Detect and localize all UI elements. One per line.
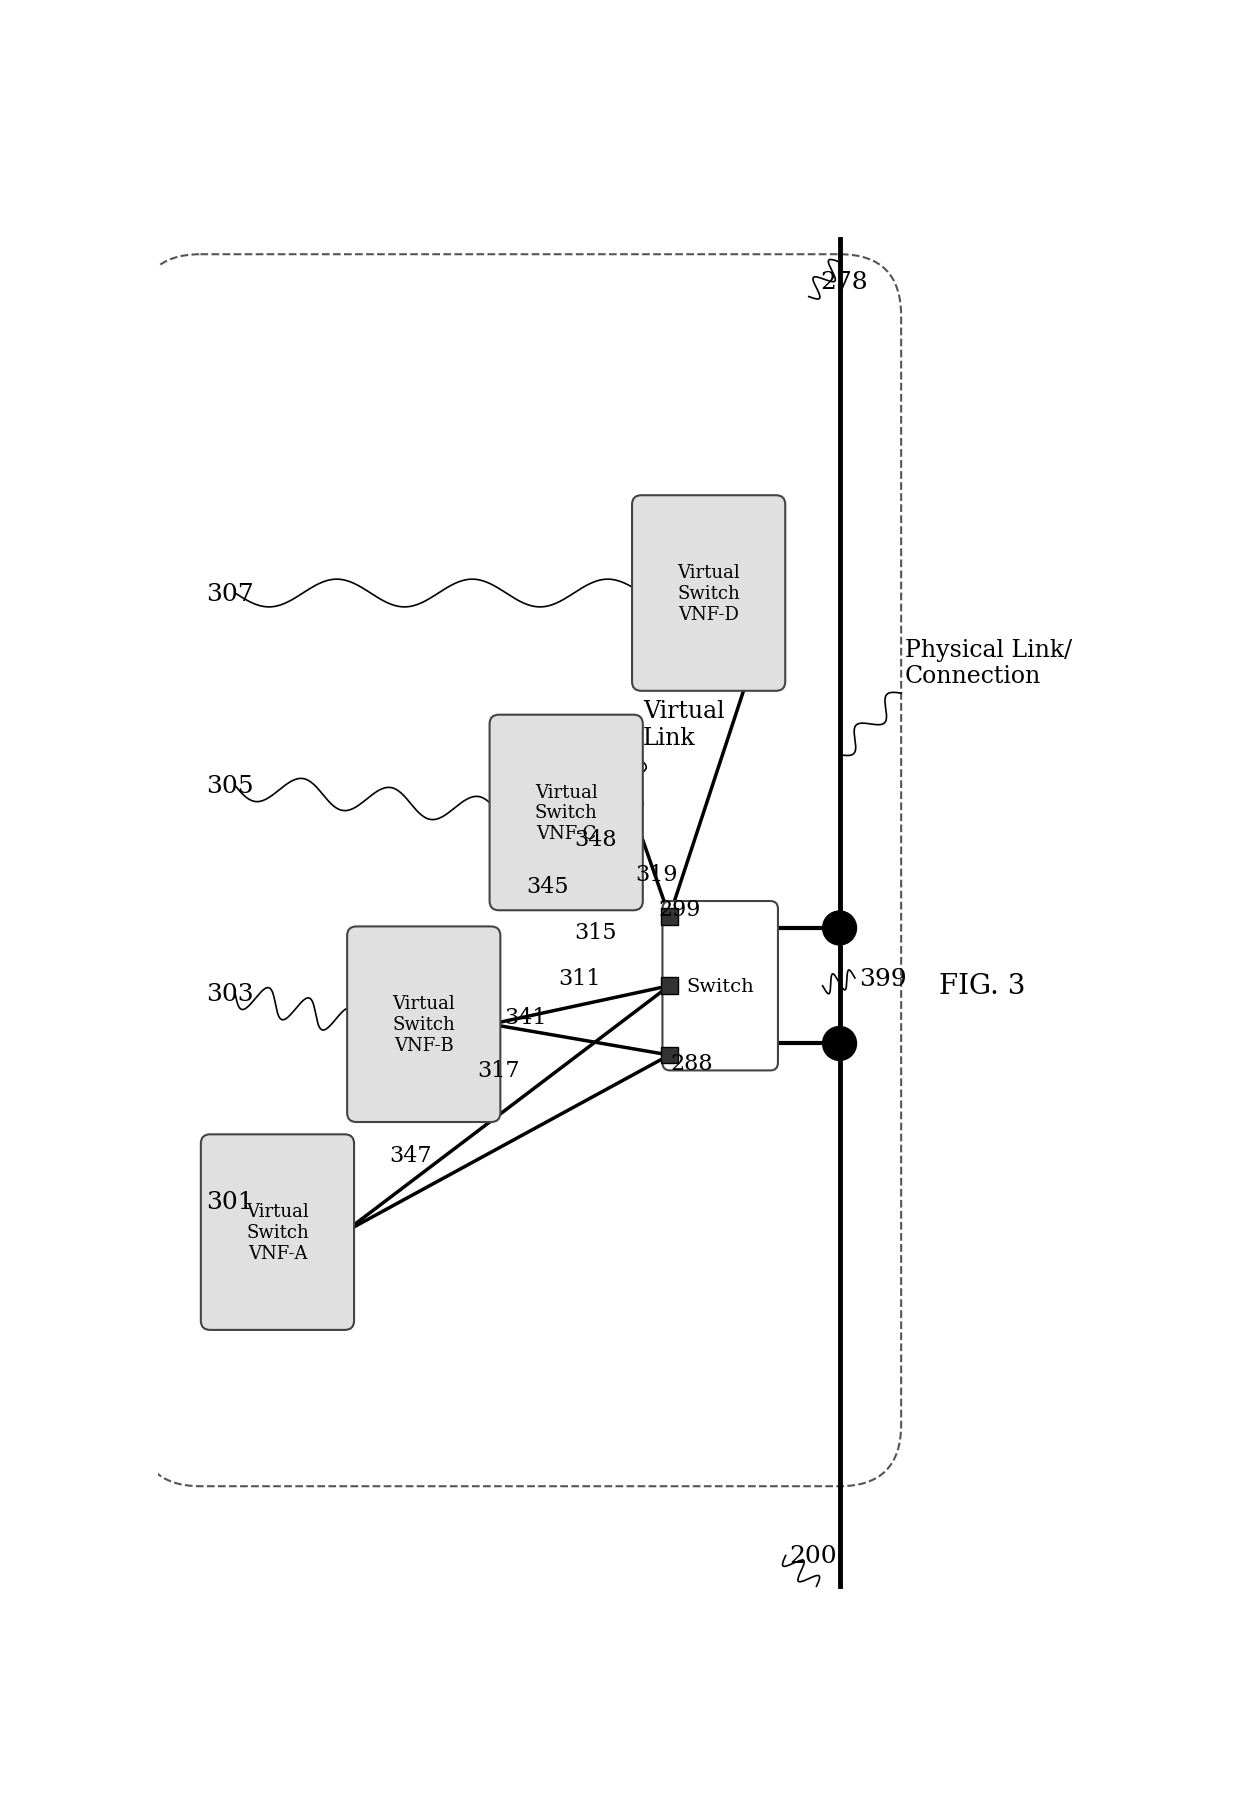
FancyBboxPatch shape	[347, 928, 501, 1123]
Text: 311: 311	[558, 967, 601, 989]
Text: 315: 315	[574, 921, 616, 944]
Circle shape	[822, 1027, 857, 1061]
Text: 301: 301	[206, 1189, 253, 1213]
Text: 399: 399	[859, 967, 906, 989]
Text: 319: 319	[635, 863, 678, 886]
Bar	[661, 1047, 678, 1063]
Text: 348: 348	[574, 828, 616, 850]
Bar	[661, 908, 678, 926]
Text: Virtual
Switch
VNF-C: Virtual Switch VNF-C	[534, 783, 598, 843]
FancyBboxPatch shape	[662, 901, 777, 1070]
Text: 278: 278	[821, 271, 868, 294]
Text: Virtual
Switch
VNF-B: Virtual Switch VNF-B	[392, 995, 455, 1054]
Text: 200: 200	[790, 1543, 837, 1567]
Bar	[661, 978, 678, 995]
Text: FIG. 3: FIG. 3	[939, 973, 1025, 1000]
Text: 307: 307	[206, 583, 253, 605]
FancyBboxPatch shape	[632, 496, 785, 691]
Text: 299: 299	[658, 899, 701, 921]
Text: 305: 305	[206, 774, 253, 798]
Circle shape	[822, 912, 857, 946]
Text: Virtual
Link: Virtual Link	[644, 700, 725, 749]
Text: 347: 347	[389, 1144, 432, 1166]
Text: 303: 303	[206, 982, 253, 1005]
FancyBboxPatch shape	[201, 1135, 355, 1330]
Text: Switch: Switch	[686, 977, 754, 995]
Text: 317: 317	[477, 1060, 520, 1081]
Text: 341: 341	[505, 1005, 547, 1029]
Text: 345: 345	[526, 875, 569, 897]
FancyBboxPatch shape	[490, 715, 642, 912]
Text: Virtual
Switch
VNF-D: Virtual Switch VNF-D	[677, 563, 740, 623]
Text: 288: 288	[670, 1052, 713, 1074]
Text: Physical Link/
Connection: Physical Link/ Connection	[905, 639, 1073, 688]
Text: Virtual
Switch
VNF-A: Virtual Switch VNF-A	[246, 1202, 309, 1262]
